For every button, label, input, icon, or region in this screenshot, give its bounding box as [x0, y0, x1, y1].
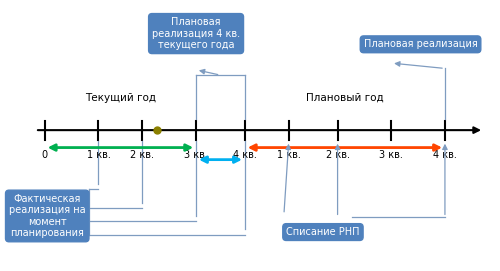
Text: Плановая
реализация 4 кв.
текущего года: Плановая реализация 4 кв. текущего года [152, 17, 240, 50]
Text: Плановый год: Плановый год [306, 93, 384, 103]
Text: 4 кв.: 4 кв. [233, 150, 257, 160]
Text: 0: 0 [42, 150, 48, 160]
Text: 3 кв.: 3 кв. [184, 150, 208, 160]
Text: 2 кв.: 2 кв. [130, 150, 154, 160]
Text: 4 кв.: 4 кв. [433, 150, 457, 160]
Text: Плановая реализация: Плановая реализация [364, 39, 478, 49]
Text: 3 кв.: 3 кв. [380, 150, 403, 160]
Text: Фактическая
реализация на
момент
планирования: Фактическая реализация на момент планиро… [9, 193, 86, 238]
Text: Списание РНП: Списание РНП [286, 227, 360, 237]
Text: 1 кв.: 1 кв. [277, 150, 300, 160]
Text: 1 кв.: 1 кв. [86, 150, 110, 160]
Text: 2 кв.: 2 кв. [326, 150, 349, 160]
Text: Текущий год: Текущий год [85, 93, 156, 103]
